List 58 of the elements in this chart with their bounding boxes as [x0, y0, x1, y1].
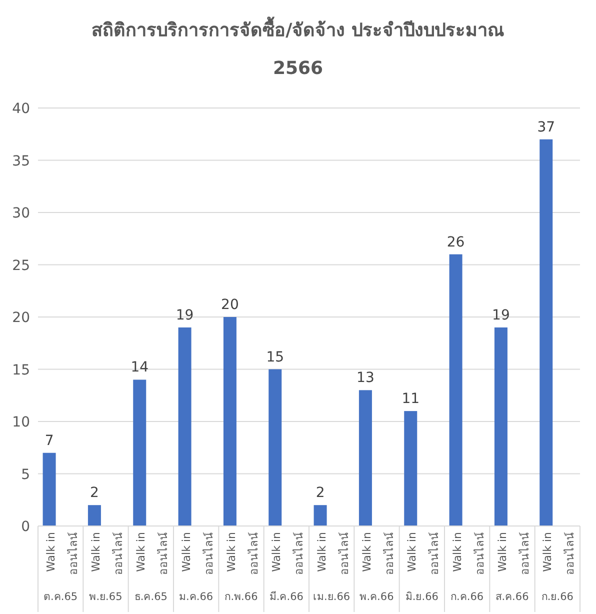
text: ธ.ค.65 — [134, 591, 168, 603]
x-tick-label: Walk in — [270, 532, 284, 572]
x-tick-label: ออนไลน์ — [338, 532, 351, 575]
x-tick-label: Walk in — [315, 532, 328, 572]
text: เม.ย.66 — [313, 591, 350, 603]
x-tick-label: Walk in — [406, 532, 419, 572]
x-tick-label: Walk in — [450, 532, 464, 572]
data-label: 2 — [316, 485, 325, 502]
data-label: 20 — [221, 297, 239, 313]
data-label: 26 — [446, 234, 465, 250]
data-label: 19 — [492, 307, 510, 324]
x-tick-label: Walk in — [360, 532, 374, 572]
y-tick-label: 15 — [12, 362, 30, 378]
x-tick-label: Walk in — [224, 532, 238, 572]
data-label: 15 — [266, 349, 284, 366]
text: มี.ค.66 — [269, 590, 304, 603]
x-tick-label: Walk in — [496, 532, 509, 572]
text: ส.ค.66 — [496, 591, 530, 603]
data-label: 7 — [44, 432, 54, 449]
x-tick-label: Walk in — [44, 532, 58, 572]
x-tick-label: Walk in — [180, 532, 193, 572]
y-tick-label: 20 — [12, 310, 30, 326]
x-tick-label: Walk in — [541, 532, 554, 572]
chart-title: สถิติการบริการการจัดซื้อ/จัดจ้าง ประจำปีงบประมาณ 2566 — [92, 16, 504, 79]
x-tick-label: ออนไลน์ — [248, 532, 261, 575]
x-tick-label: ออนไลน์ — [202, 532, 216, 575]
y-tick-label: 30 — [12, 206, 30, 222]
x-tick-label: ออนไลน์ — [428, 532, 442, 575]
data-label: 11 — [402, 391, 420, 408]
text: ม.ค.66 — [179, 591, 214, 603]
data-label: 37 — [537, 119, 556, 136]
x-tick-label: ออนไลน์ — [383, 532, 396, 575]
text: พ.ย.65 — [89, 591, 122, 603]
y-tick-label: 35 — [12, 153, 30, 170]
x-tick-label: ออนไลน์ — [518, 532, 532, 575]
data-label: 13 — [356, 370, 374, 386]
y-tick-label: 5 — [21, 466, 30, 483]
y-tick-label: 0 — [21, 519, 30, 535]
x-tick-label: ออนไลน์ — [66, 532, 80, 575]
x-tick-label: ออนไลน์ — [564, 532, 577, 575]
data-label: 2 — [90, 485, 99, 502]
x-tick-label: Walk in — [134, 532, 148, 572]
data-label: 14 — [130, 360, 149, 376]
text: ก.พ.66 — [224, 591, 258, 603]
text: ก.ค.66 — [450, 591, 484, 603]
y-tick-label: 25 — [12, 258, 30, 274]
y-tick-label: 40 — [12, 101, 30, 117]
y-tick-label: 10 — [12, 414, 30, 430]
x-tick-label: Walk in — [89, 532, 102, 572]
x-tick-label: ออนไลน์ — [112, 532, 126, 575]
text: มิ.ย.66 — [405, 591, 439, 603]
data-label: 19 — [176, 307, 194, 324]
text: ต.ค.65 — [44, 591, 78, 603]
x-tick-label: ออนไลน์ — [292, 532, 306, 575]
text: พ.ค.66 — [360, 591, 394, 603]
x-tick-label: ออนไลน์ — [473, 532, 486, 575]
x-tick-label: ออนไลน์ — [157, 532, 170, 575]
text: ก.ย.66 — [541, 591, 574, 603]
